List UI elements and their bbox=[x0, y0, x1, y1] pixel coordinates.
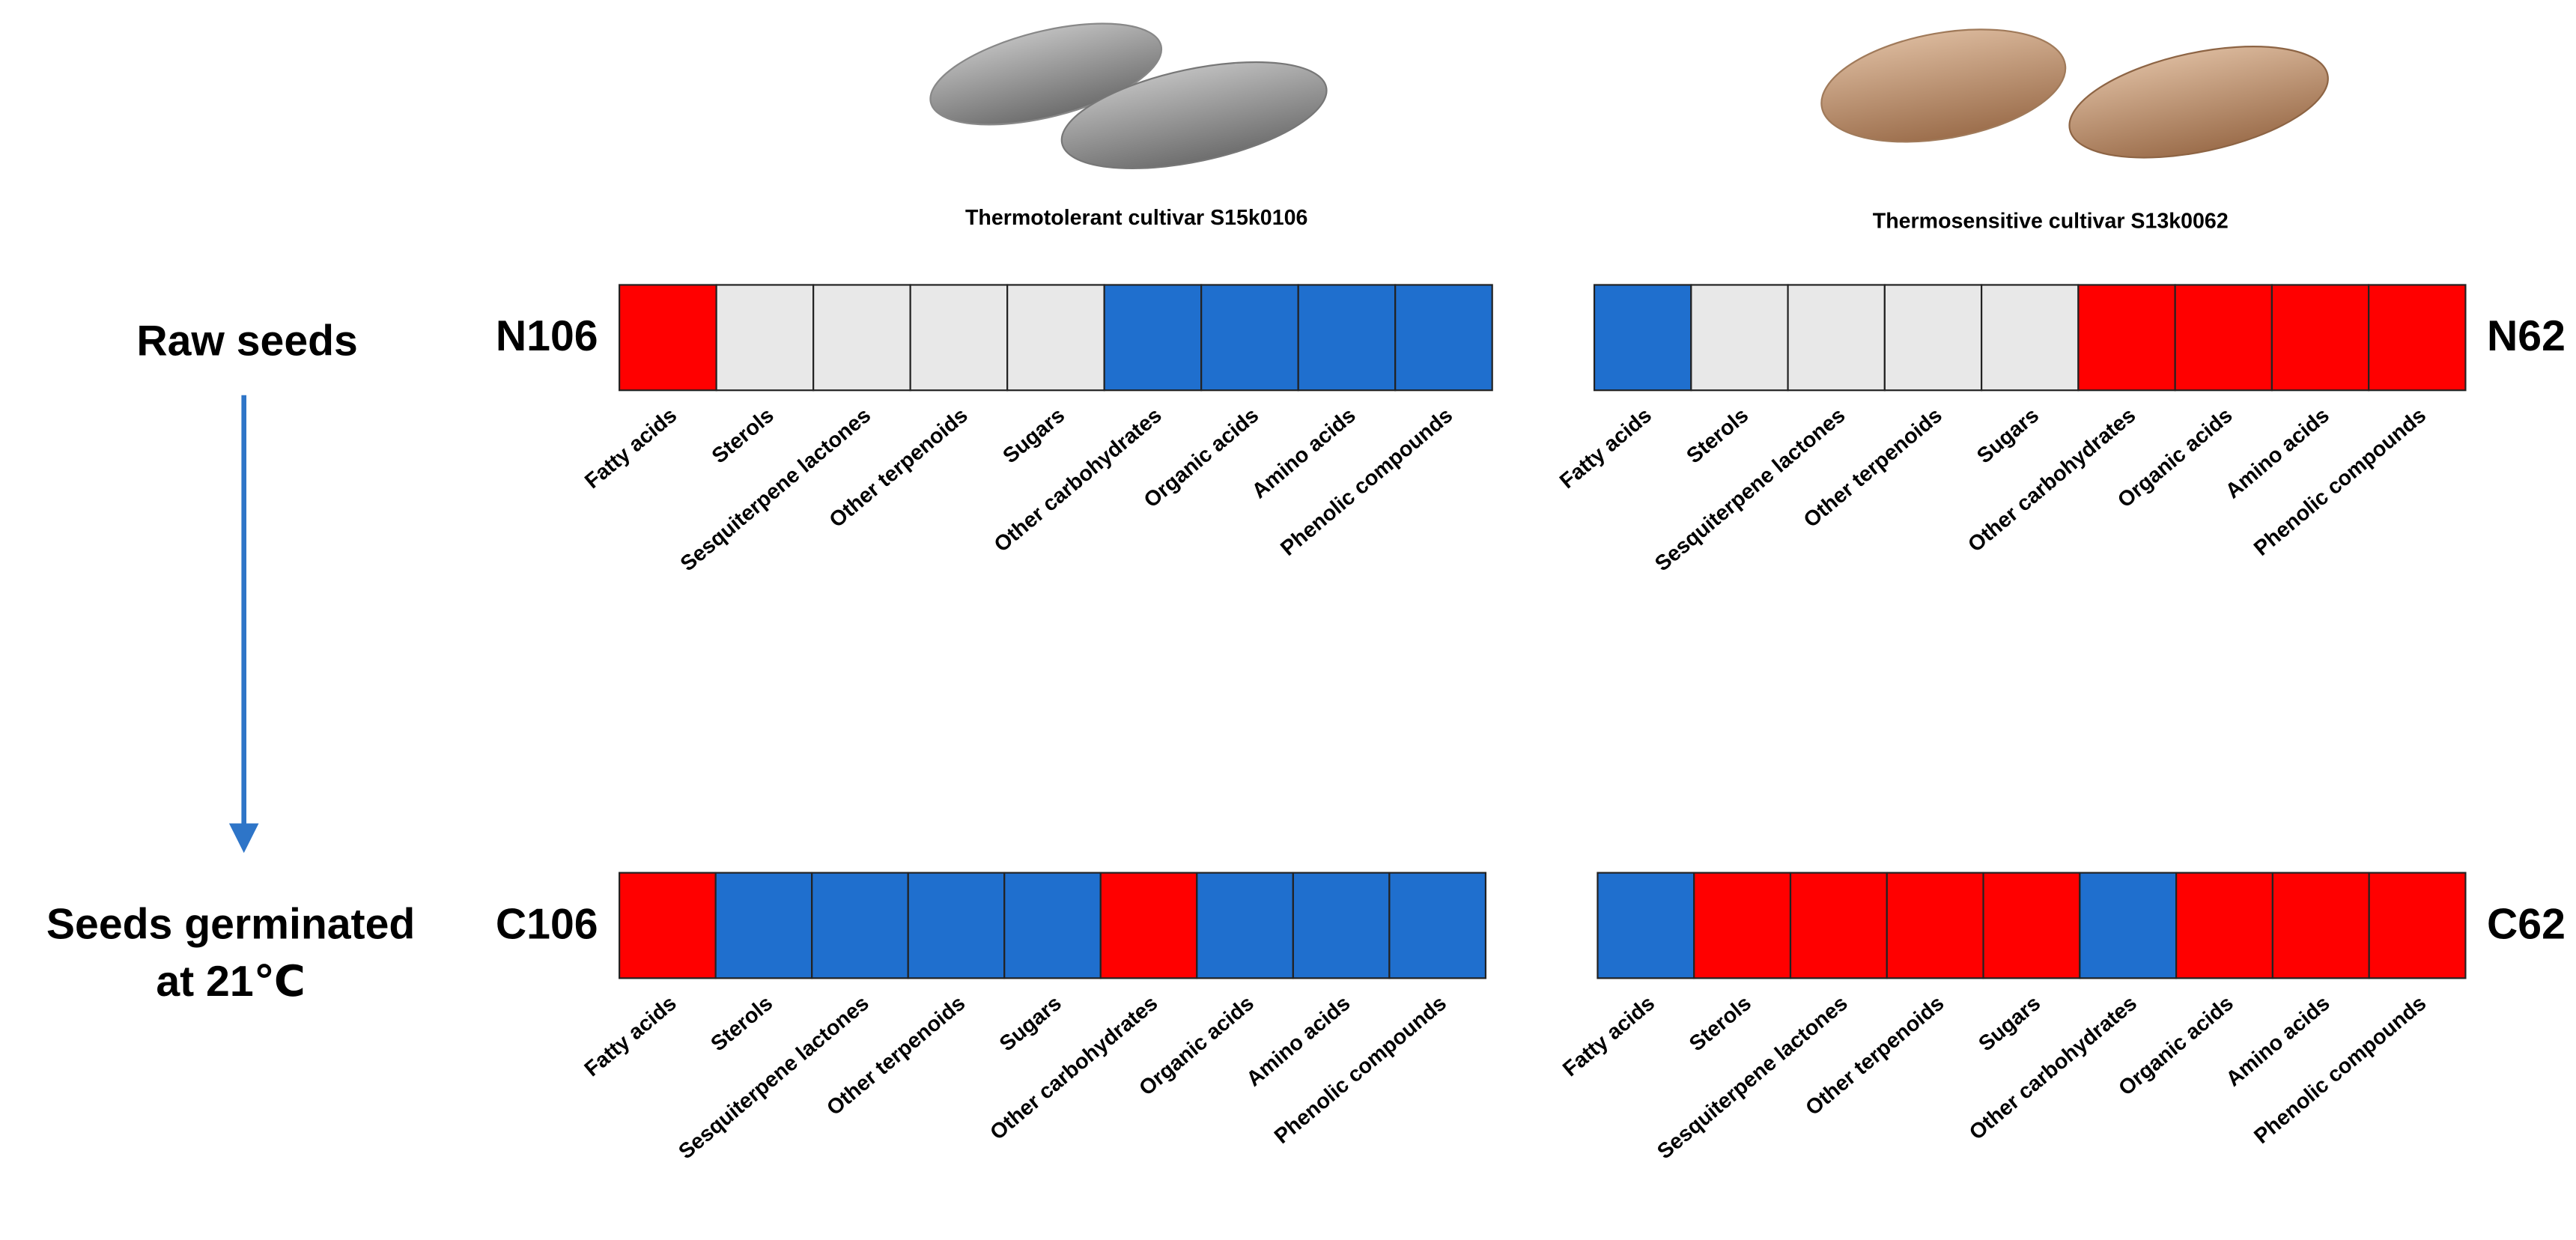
category-label: Fatty acids bbox=[1558, 991, 1659, 1081]
column-title: Thermotolerant cultivar S15k0106 bbox=[965, 206, 1307, 230]
column-title: Thermosensitive cultivar S13k0062 bbox=[1873, 209, 2229, 233]
cell bbox=[1388, 872, 1487, 979]
cell bbox=[2368, 872, 2467, 979]
category-label: Sesquiterpene lactones bbox=[1653, 991, 1852, 1164]
category-label: Other carbohydrates bbox=[985, 991, 1162, 1145]
cell bbox=[1292, 872, 1391, 979]
cell bbox=[619, 872, 717, 979]
panel-label: C62 bbox=[2487, 900, 2566, 948]
panel-label: C106 bbox=[496, 900, 598, 948]
cell bbox=[1099, 872, 1198, 979]
cell bbox=[811, 872, 909, 979]
gray-seeds bbox=[929, 22, 1328, 169]
cell bbox=[619, 284, 717, 392]
arrow-head bbox=[228, 823, 259, 854]
cell bbox=[1886, 872, 1984, 979]
cell bbox=[2175, 872, 2273, 979]
category-label: Sterols bbox=[1685, 991, 1756, 1057]
category-label: Sterols bbox=[708, 404, 779, 469]
cell bbox=[812, 284, 911, 392]
category-label: Phenolic compounds bbox=[1276, 404, 1457, 561]
cell bbox=[1693, 872, 1792, 979]
category-label: Sesquiterpene lactones bbox=[676, 404, 875, 577]
cell bbox=[1196, 872, 1294, 979]
category-label: Phenolic compounds bbox=[1270, 991, 1451, 1149]
category-label: Other carbohydrates bbox=[1963, 404, 2140, 557]
cell bbox=[1981, 284, 2080, 392]
cell bbox=[1006, 284, 1105, 392]
category-label: Fatty acids bbox=[1555, 404, 1656, 493]
cell bbox=[2270, 284, 2370, 392]
cell bbox=[2368, 284, 2467, 392]
category-label: Sugars bbox=[998, 404, 1069, 469]
cell bbox=[1200, 284, 1299, 392]
cell bbox=[1883, 284, 1983, 392]
category-label: Sesquiterpene lactones bbox=[674, 991, 873, 1164]
cell bbox=[1394, 284, 1493, 392]
cell bbox=[907, 872, 1006, 979]
row-label: Seeds germinated bbox=[46, 900, 415, 948]
cell bbox=[1597, 872, 1695, 979]
cell bbox=[1982, 872, 2081, 979]
category-label: Sugars bbox=[995, 991, 1066, 1057]
category-label: Fatty acids bbox=[580, 404, 681, 493]
category-label: Other carbohydrates bbox=[990, 404, 1167, 557]
category-label: Other carbohydrates bbox=[1965, 991, 2142, 1145]
cell bbox=[1297, 284, 1397, 392]
category-label: Sugars bbox=[1972, 404, 2044, 469]
category-label: Sterols bbox=[706, 991, 777, 1057]
cell bbox=[715, 284, 815, 392]
category-label: Phenolic compounds bbox=[2250, 991, 2431, 1149]
cell bbox=[2174, 284, 2273, 392]
cell bbox=[2077, 284, 2176, 392]
cell bbox=[1789, 872, 1888, 979]
cell bbox=[1103, 284, 1203, 392]
category-label: Sugars bbox=[1974, 991, 2045, 1057]
category-label: Phenolic compounds bbox=[2250, 404, 2431, 561]
cell bbox=[1593, 284, 1692, 392]
brown-seeds bbox=[1820, 28, 2329, 159]
cell bbox=[1787, 284, 1886, 392]
cell bbox=[2079, 872, 2178, 979]
panel-label: N62 bbox=[2487, 312, 2566, 360]
panel-label: N106 bbox=[496, 312, 598, 360]
category-label: Sesquiterpene lactones bbox=[1650, 404, 1850, 577]
cell bbox=[1690, 284, 1789, 392]
row-label: Raw seeds bbox=[136, 317, 357, 365]
cell bbox=[1003, 872, 1102, 979]
row-label: at 21℃ bbox=[156, 958, 305, 1006]
cell bbox=[909, 284, 1009, 392]
cell bbox=[714, 872, 813, 979]
category-label: Sterols bbox=[1682, 404, 1753, 469]
category-label: Fatty acids bbox=[580, 991, 681, 1081]
cell bbox=[2271, 872, 2370, 979]
